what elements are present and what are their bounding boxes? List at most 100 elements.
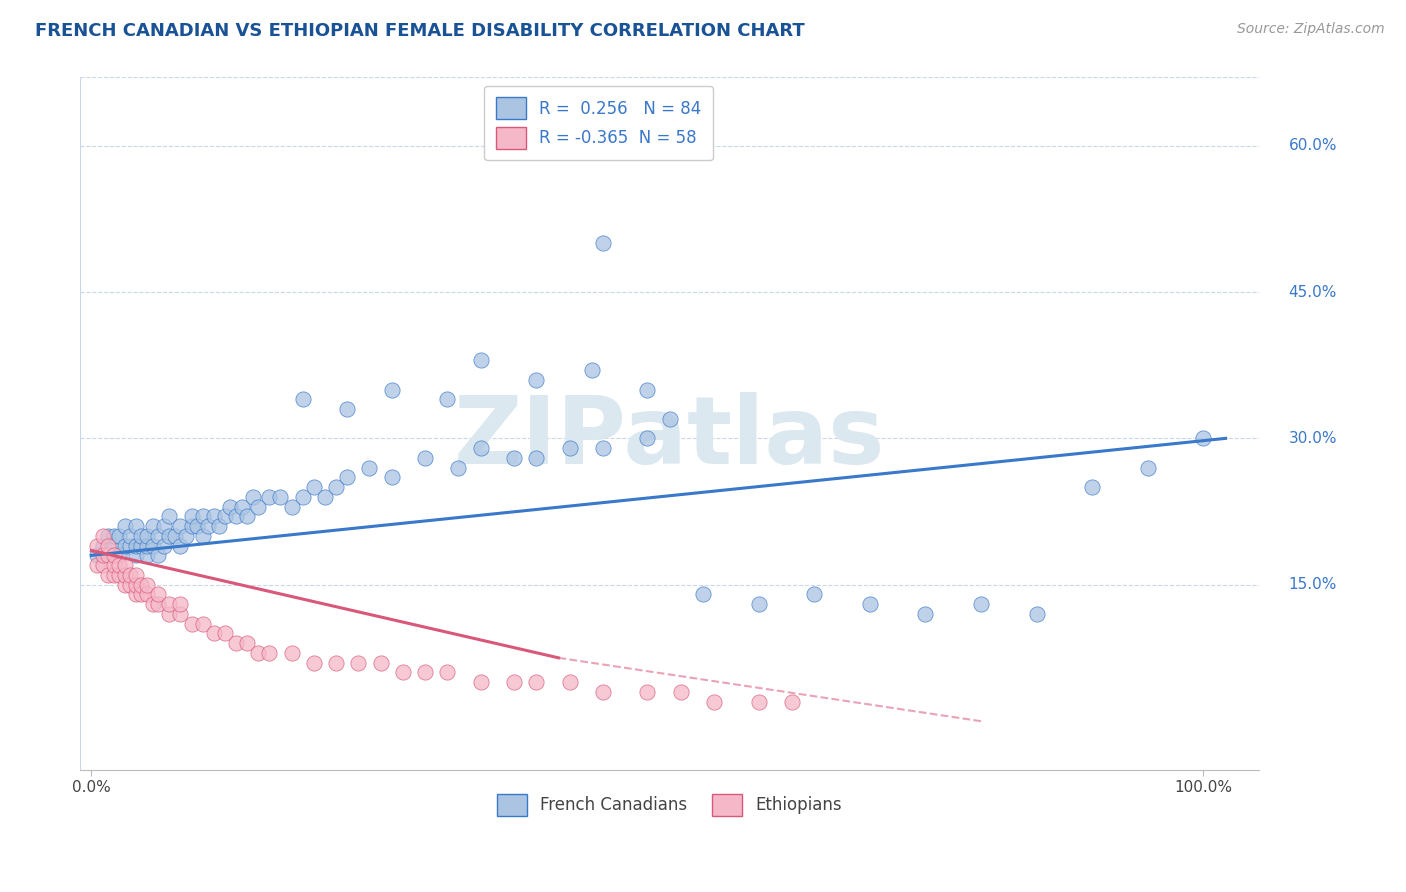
Point — [302, 656, 325, 670]
Point — [524, 450, 547, 465]
Point — [114, 577, 136, 591]
Point — [413, 665, 436, 680]
Point — [436, 392, 458, 407]
Point — [114, 519, 136, 533]
Point — [97, 529, 120, 543]
Point — [780, 695, 803, 709]
Point — [103, 558, 125, 573]
Point — [558, 675, 581, 690]
Point — [103, 568, 125, 582]
Point — [748, 695, 770, 709]
Point — [191, 509, 214, 524]
Point — [669, 685, 692, 699]
Point — [191, 616, 214, 631]
Point — [186, 519, 208, 533]
Point — [336, 402, 359, 417]
Point — [592, 236, 614, 251]
Point — [202, 626, 225, 640]
Text: FRENCH CANADIAN VS ETHIOPIAN FEMALE DISABILITY CORRELATION CHART: FRENCH CANADIAN VS ETHIOPIAN FEMALE DISA… — [35, 22, 804, 40]
Point — [558, 441, 581, 455]
Point — [157, 509, 180, 524]
Point — [1081, 480, 1104, 494]
Point — [97, 549, 120, 563]
Point — [114, 539, 136, 553]
Point — [136, 529, 159, 543]
Point — [219, 500, 242, 514]
Point — [259, 646, 281, 660]
Point — [970, 597, 993, 611]
Point — [142, 519, 165, 533]
Point — [302, 480, 325, 494]
Point — [131, 539, 153, 553]
Point — [91, 549, 114, 563]
Point — [236, 509, 259, 524]
Point — [91, 558, 114, 573]
Point — [103, 549, 125, 563]
Point — [152, 539, 174, 553]
Point — [247, 500, 270, 514]
Point — [136, 549, 159, 563]
Point — [325, 656, 347, 670]
Text: 60.0%: 60.0% — [1288, 138, 1337, 153]
Point — [103, 529, 125, 543]
Point — [214, 509, 236, 524]
Point — [291, 490, 314, 504]
Point — [280, 646, 302, 660]
Text: 30.0%: 30.0% — [1288, 431, 1337, 446]
Point — [692, 587, 714, 601]
Point — [636, 431, 658, 445]
Point — [1025, 607, 1047, 621]
Point — [146, 597, 169, 611]
Point — [125, 549, 148, 563]
Point — [157, 607, 180, 621]
Point — [703, 695, 725, 709]
Point — [592, 441, 614, 455]
Point — [120, 577, 142, 591]
Point — [152, 519, 174, 533]
Point — [146, 529, 169, 543]
Point — [136, 587, 159, 601]
Point — [169, 539, 191, 553]
Point — [524, 675, 547, 690]
Point — [803, 587, 825, 601]
Point — [231, 500, 253, 514]
Point — [391, 665, 413, 680]
Point — [214, 626, 236, 640]
Point — [447, 460, 470, 475]
Point — [125, 577, 148, 591]
Point — [157, 597, 180, 611]
Point — [914, 607, 936, 621]
Point — [114, 568, 136, 582]
Point — [325, 480, 347, 494]
Point — [136, 539, 159, 553]
Point — [146, 549, 169, 563]
Point — [470, 441, 492, 455]
Point — [269, 490, 291, 504]
Point — [169, 607, 191, 621]
Point — [436, 665, 458, 680]
Text: 45.0%: 45.0% — [1288, 285, 1337, 300]
Point — [169, 597, 191, 611]
Point — [581, 363, 603, 377]
Point — [136, 577, 159, 591]
Point — [381, 383, 404, 397]
Point — [503, 450, 526, 465]
Point — [1192, 431, 1215, 445]
Point — [1136, 460, 1159, 475]
Point — [180, 616, 202, 631]
Point — [91, 539, 114, 553]
Point — [146, 587, 169, 601]
Point — [125, 568, 148, 582]
Point — [470, 675, 492, 690]
Point — [748, 597, 770, 611]
Point — [280, 500, 302, 514]
Point — [191, 529, 214, 543]
Point — [180, 509, 202, 524]
Point — [169, 519, 191, 533]
Point — [108, 529, 131, 543]
Point — [131, 529, 153, 543]
Point — [413, 450, 436, 465]
Point — [197, 519, 219, 533]
Point — [592, 685, 614, 699]
Point — [503, 675, 526, 690]
